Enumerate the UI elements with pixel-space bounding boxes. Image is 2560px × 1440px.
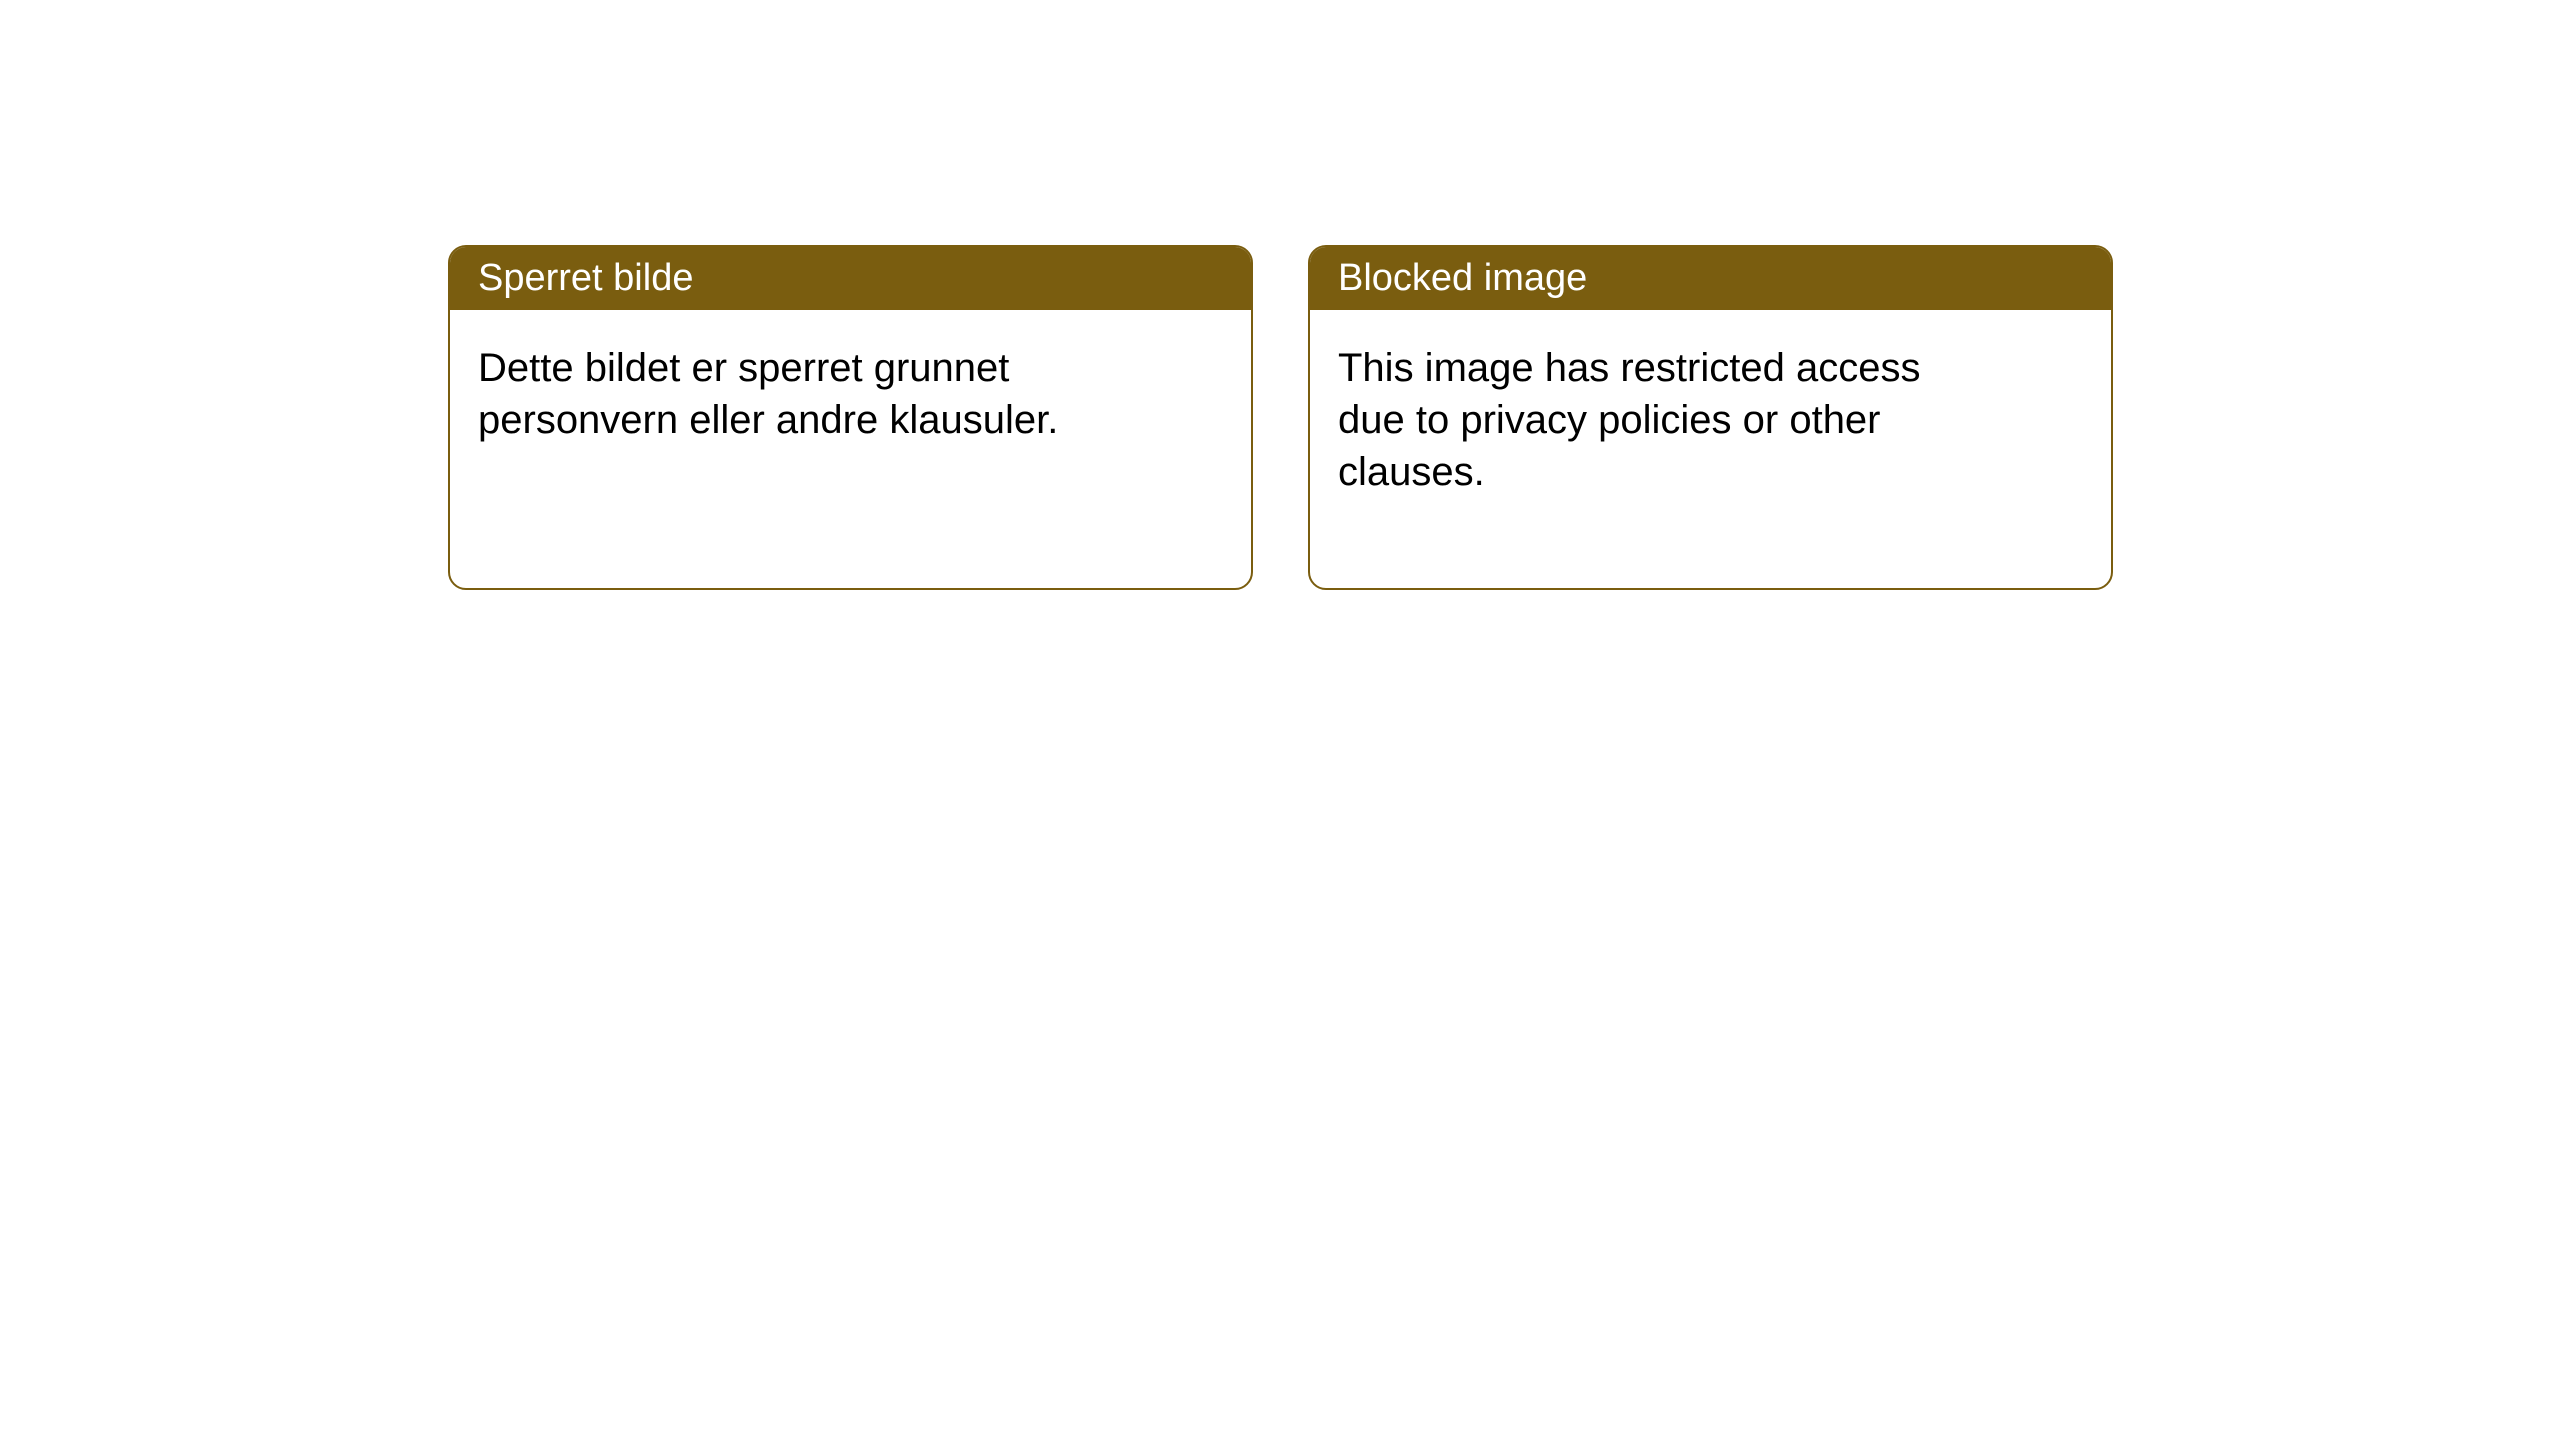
notice-header-english: Blocked image bbox=[1310, 247, 2111, 310]
notice-card-norwegian: Sperret bilde Dette bildet er sperret gr… bbox=[448, 245, 1253, 590]
notice-body-english: This image has restricted access due to … bbox=[1310, 310, 2010, 588]
notice-card-english: Blocked image This image has restricted … bbox=[1308, 245, 2113, 590]
notice-header-norwegian: Sperret bilde bbox=[450, 247, 1251, 310]
notice-container: Sperret bilde Dette bildet er sperret gr… bbox=[0, 0, 2560, 590]
notice-body-norwegian: Dette bildet er sperret grunnet personve… bbox=[450, 310, 1150, 536]
